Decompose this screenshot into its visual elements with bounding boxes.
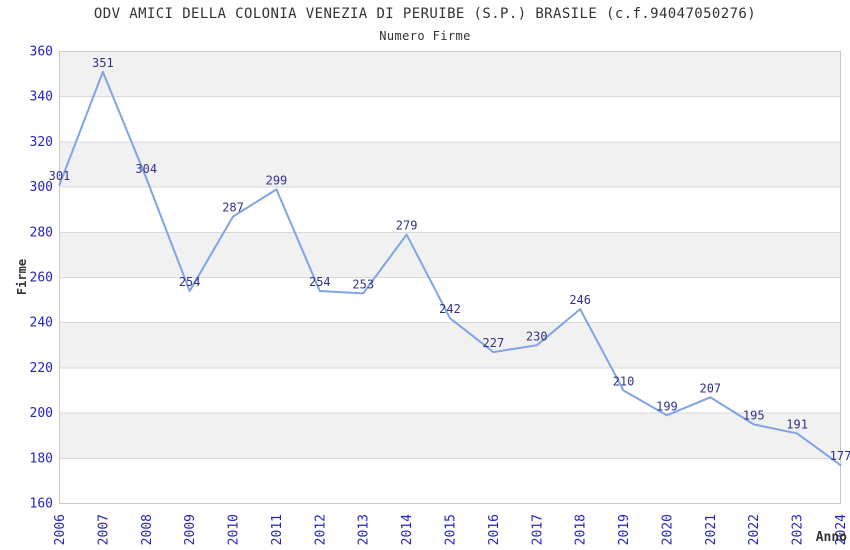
y-tick-label: 300: [30, 180, 53, 195]
x-tick-label: 2013: [357, 514, 372, 545]
point-label-layer: 301 351 304 254 287 299 254 253 279 242 227 230 246 2…: [49, 56, 850, 463]
data-point-label: 177: [830, 449, 850, 463]
x-tick-label: 2012: [313, 514, 328, 545]
y-tick-label: 200: [30, 406, 53, 421]
y-tick-label: 280: [30, 225, 53, 240]
chart-subtitle: Numero Firme: [379, 29, 471, 43]
data-point-label: 279: [396, 219, 418, 233]
y-tick-label: 340: [30, 90, 53, 105]
plot-border: [59, 51, 841, 504]
data-point-label: 304: [135, 162, 157, 176]
x-tick-label: 2019: [617, 514, 632, 545]
data-point-label: 210: [613, 375, 635, 389]
x-tick-label: 2010: [227, 514, 242, 545]
y-tick-label: 260: [30, 271, 53, 286]
series-line: [58, 70, 842, 467]
y-tick-label: 180: [30, 451, 53, 466]
x-tick-label: 2007: [96, 514, 111, 545]
x-tick-label: 2016: [487, 514, 502, 545]
x-tick-label: 2015: [444, 514, 459, 545]
x-tick-label: 2008: [140, 514, 155, 545]
x-tick-label: 2017: [530, 514, 545, 545]
x-tick-label: 2020: [660, 514, 675, 545]
x-tick-label: 2006: [53, 514, 68, 545]
y-tick-label: 160: [30, 497, 53, 512]
x-tick-label: 2022: [747, 514, 762, 545]
x-axis-title: Anno: [816, 530, 847, 545]
chart-title: ODV AMICI DELLA COLONIA VENEZIA DI PERUI…: [93, 6, 757, 22]
data-point-label: 253: [352, 277, 374, 291]
data-point-label: 195: [743, 408, 765, 422]
data-point-label: 199: [656, 399, 678, 413]
data-point-label: 207: [699, 381, 721, 395]
x-tick-label: 2014: [400, 514, 415, 545]
band-row: [59, 141, 841, 188]
x-tick-label: 2018: [574, 514, 589, 545]
band-row: [59, 51, 841, 97]
data-point-label: 351: [92, 56, 114, 70]
y-tick-label: 240: [30, 316, 53, 331]
grid-layer: [59, 96, 841, 459]
data-point-label: 227: [483, 336, 505, 350]
x-tick-label: 2024: [834, 514, 849, 545]
data-point-label: 254: [179, 275, 201, 289]
data-point-label: 287: [222, 200, 244, 214]
x-tick-label: 2009: [183, 514, 198, 545]
x-tick-label: 2021: [704, 514, 719, 545]
band-layer: [59, 51, 841, 459]
data-point-label: 246: [569, 293, 591, 307]
data-point-label: 191: [786, 417, 808, 431]
band-row: [59, 232, 841, 278]
data-point-label: 242: [439, 302, 461, 316]
data-point-label: 299: [266, 173, 288, 187]
band-row: [59, 322, 841, 368]
x-tick-label: 2023: [791, 514, 806, 545]
x-tick-layer: 2006 2007 2008 2009 2010 2011 2012 2013 2014 2015…: [53, 514, 849, 545]
data-point-label: 230: [526, 329, 548, 343]
data-point-label: 254: [309, 275, 331, 289]
data-point-label: 301: [49, 169, 71, 183]
series-layer: [58, 70, 842, 467]
y-tick-label: 320: [30, 135, 53, 150]
y-axis-title: Firme: [15, 259, 29, 295]
x-tick-label: 2011: [270, 514, 285, 545]
y-tick-label: 360: [30, 45, 53, 60]
band-row: [59, 413, 841, 459]
y-tick-layer: 360 340 320 300 280 260 240 220 200 180 160: [30, 45, 53, 512]
y-tick-label: 220: [30, 361, 53, 376]
